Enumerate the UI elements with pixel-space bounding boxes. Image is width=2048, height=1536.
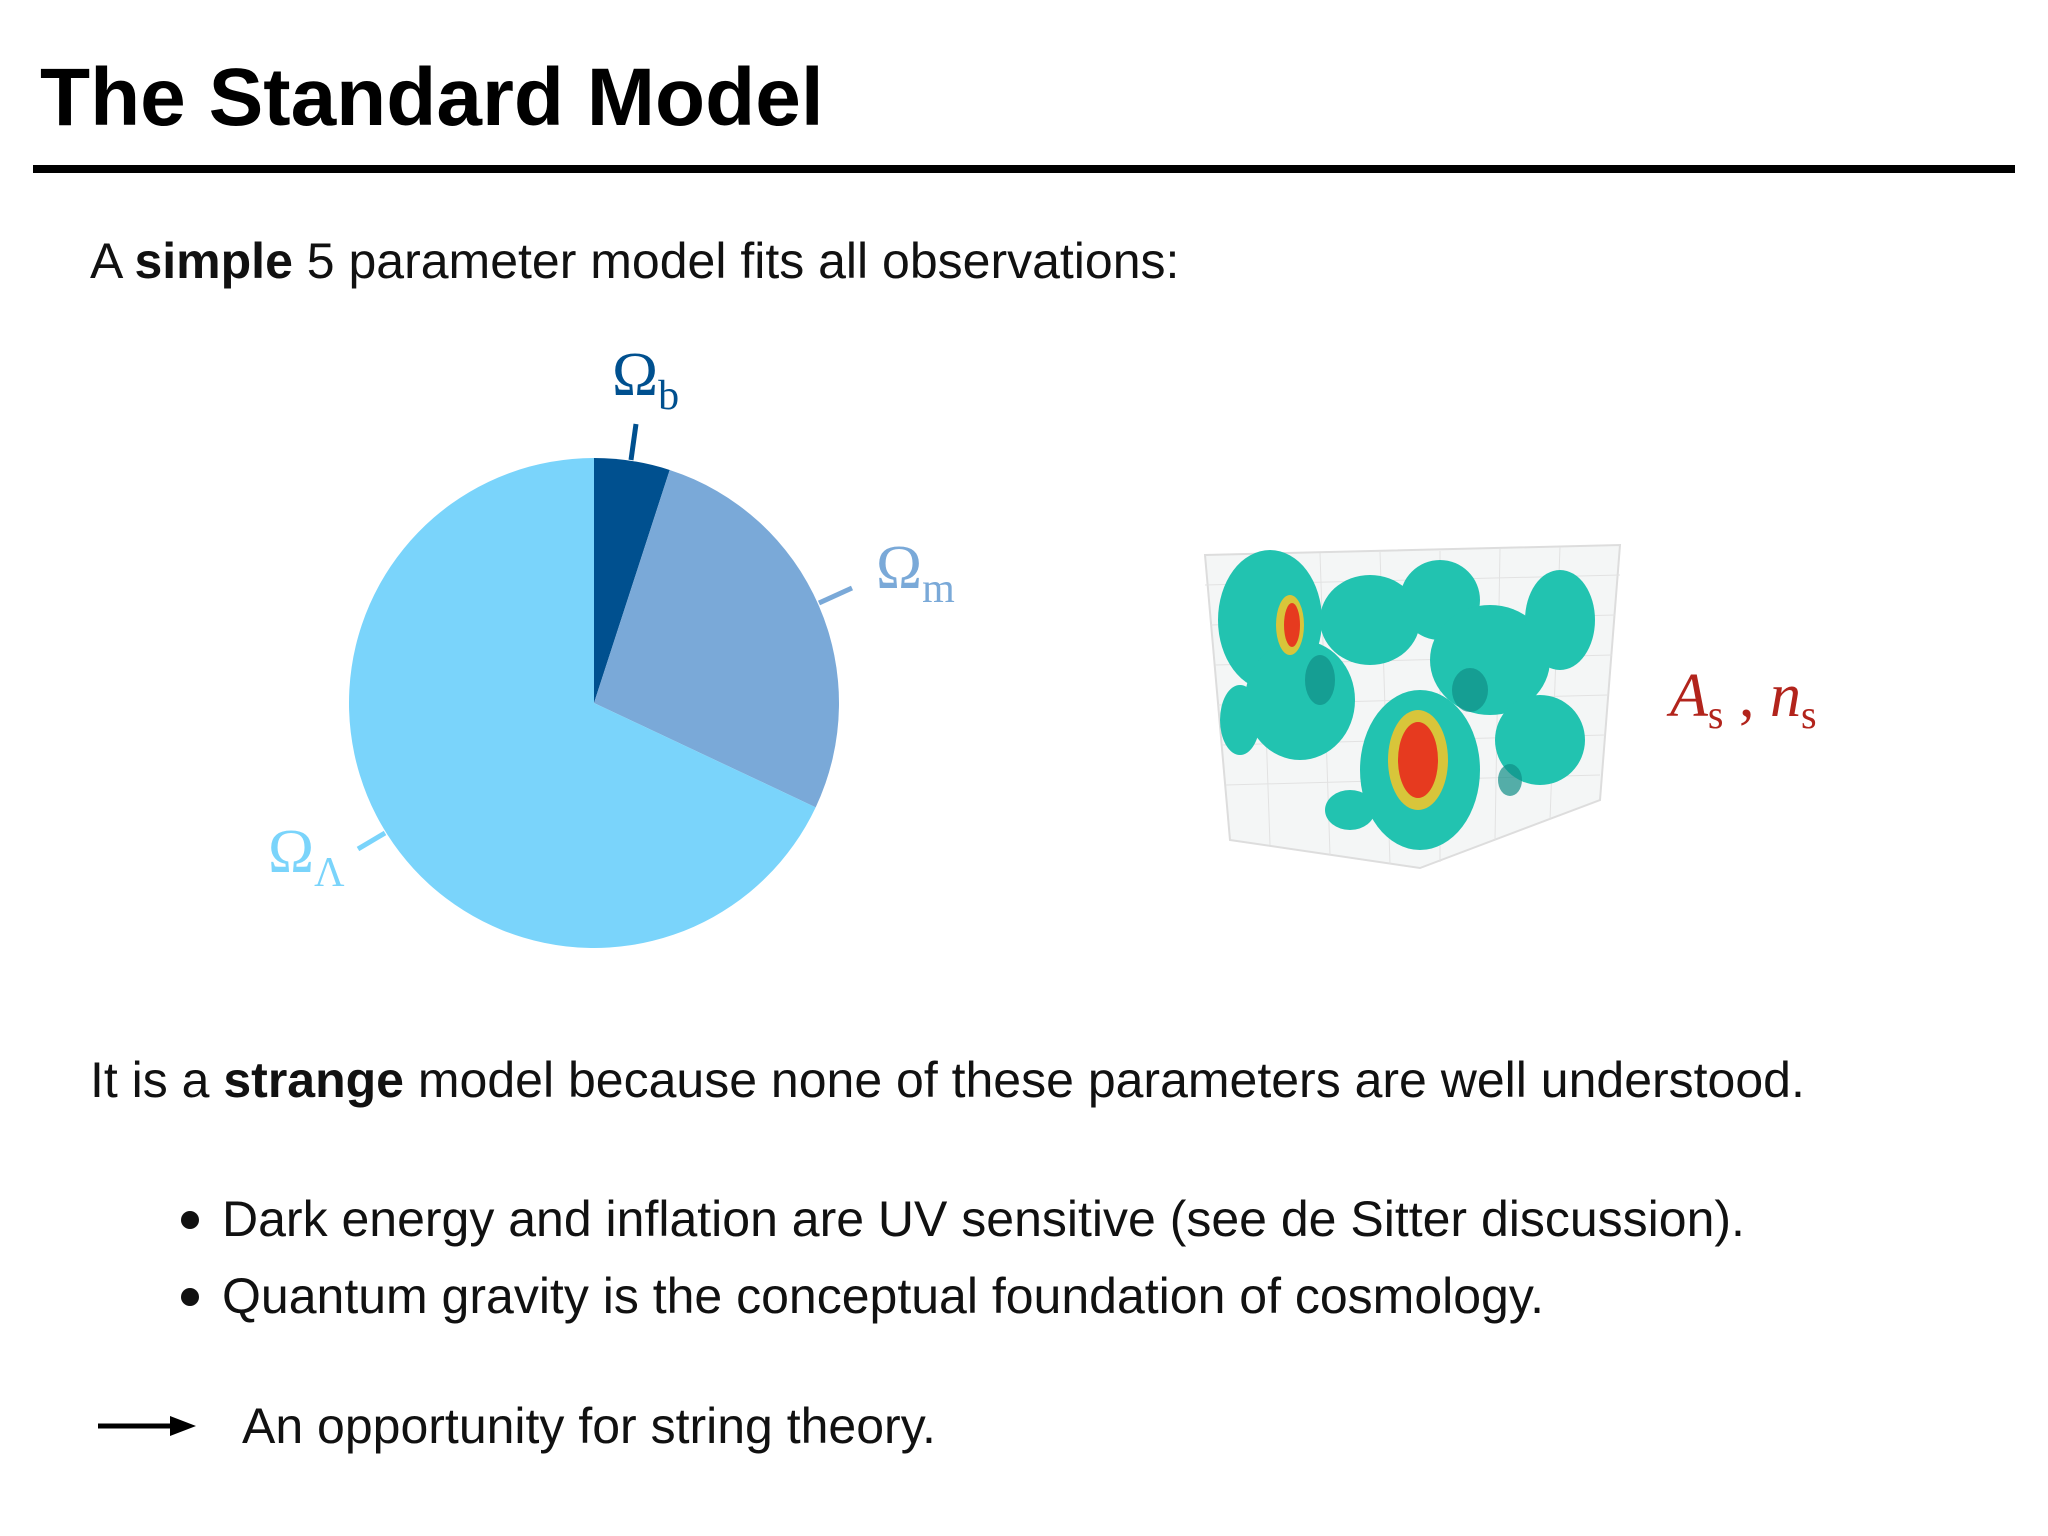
bullet-dot [181, 1211, 199, 1229]
leader-line [817, 585, 854, 606]
subscript: s [1801, 692, 1817, 737]
subscript: b [658, 373, 679, 419]
perturbation-params: As , ns [1666, 662, 1817, 737]
statement: It is a strange model because none of th… [90, 1052, 1805, 1108]
slice-label: ΩΛ [268, 818, 345, 896]
symbol: Ω [876, 534, 922, 602]
statement-text: It is a [90, 1052, 223, 1108]
symbol: Ω [268, 818, 314, 886]
conclusion: An opportunity for string theory. [242, 1398, 936, 1454]
bullet: Dark energy and inflation are UV sensiti… [222, 1191, 1745, 1247]
symbol: A [1666, 662, 1709, 730]
intro-bold: simple [134, 233, 292, 289]
symbol: Ω [612, 341, 658, 409]
pie-slice [594, 469, 839, 808]
slice-label: Ωb [612, 341, 679, 419]
leader-line [628, 423, 639, 461]
subscript: m [922, 566, 955, 612]
structure-image [1203, 543, 1622, 870]
subscript: s [1708, 692, 1724, 737]
pie-slice [594, 458, 670, 703]
bullet: Quantum gravity is the conceptual founda… [222, 1268, 1544, 1324]
intro-text: 5 parameter model fits all observations: [293, 233, 1180, 289]
leader-line [356, 830, 387, 852]
title: The Standard Model [40, 52, 824, 143]
subscript: Λ [314, 850, 345, 896]
bullet-dot [181, 1288, 199, 1306]
statement-text: model because none of these parameters a… [404, 1052, 1805, 1108]
title-rule [33, 165, 2015, 173]
symbol: n [1770, 662, 1801, 730]
statement-bold: strange [223, 1052, 404, 1108]
separator: , [1723, 662, 1770, 730]
pie-slice [348, 458, 816, 948]
intro-text: A [90, 233, 134, 289]
intro: A simple 5 parameter model fits all obse… [90, 233, 1179, 289]
arrow-head [170, 1416, 196, 1436]
slice-label: Ωm [876, 534, 955, 612]
